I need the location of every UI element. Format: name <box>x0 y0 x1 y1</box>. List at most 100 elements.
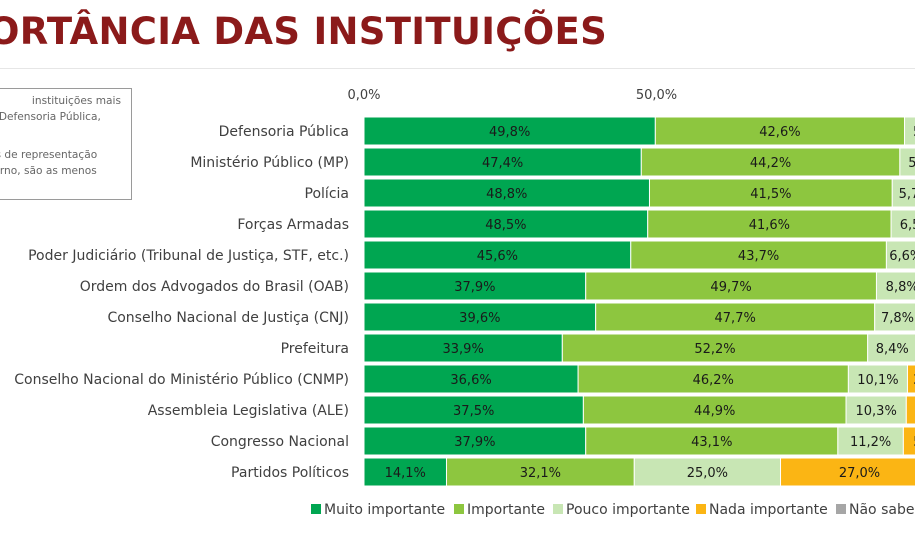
data-label: 37,5% <box>453 404 494 419</box>
bar-segment <box>874 302 915 332</box>
legend-label: Não sabe <box>849 502 914 518</box>
category-label: Congresso Nacional <box>211 434 349 450</box>
bar-segment <box>905 395 915 425</box>
bar-segment <box>445 457 635 487</box>
data-label: 25,0% <box>687 466 728 481</box>
bar-segment <box>837 426 904 456</box>
category-label: Ministério Público (MP) <box>190 155 349 171</box>
title-divider <box>0 68 915 69</box>
category-label: Poder Judiciário (Tribunal de Justiça, S… <box>28 248 349 264</box>
x-tick-label: 0,0% <box>347 88 380 103</box>
note-line-4: turno, são as menos <box>0 165 97 177</box>
data-label: 8,8% <box>886 280 915 295</box>
data-label: 10,3% <box>856 404 897 419</box>
bar-segment <box>363 426 587 456</box>
data-label: 43,1% <box>691 435 732 450</box>
bar-segment <box>363 395 584 425</box>
bar-segment <box>363 209 649 239</box>
x-tick-label: 50,0% <box>636 88 677 103</box>
legend-swatch <box>311 504 321 514</box>
data-label: 43,7% <box>738 249 779 264</box>
data-label: 49,7% <box>710 280 751 295</box>
bar-segment <box>363 178 650 208</box>
note-line-3: es de representação <box>0 149 98 161</box>
data-label: 37,9% <box>454 435 495 450</box>
data-label: 45,6% <box>477 249 518 264</box>
note-box: instituições mais a Defensoria Pública, … <box>0 88 132 200</box>
bar-segment <box>890 209 915 239</box>
data-label: 7,8% <box>881 311 914 326</box>
bar-segment <box>867 333 915 363</box>
bar-segment <box>885 240 915 270</box>
bar-segment <box>363 147 642 177</box>
data-label: 47,7% <box>715 311 756 326</box>
data-label: 6,6% <box>889 249 915 264</box>
bar-segment <box>875 271 915 301</box>
data-label: 48,8% <box>486 187 527 202</box>
bar-segment <box>891 178 915 208</box>
data-label: 48,5% <box>485 218 526 233</box>
data-label: 5,7 <box>899 187 915 202</box>
bar-segment <box>577 364 849 394</box>
data-label: 5, <box>908 156 915 171</box>
legend-label: Nada importante <box>709 502 828 518</box>
category-label: Forças Armadas <box>237 217 349 233</box>
legend-label: Muito importante <box>324 502 445 518</box>
data-label: 10,1% <box>857 373 898 388</box>
data-label: 32,1% <box>520 466 561 481</box>
data-label: 52,2% <box>694 342 735 357</box>
bar-segment <box>363 240 632 270</box>
data-label: 8,4% <box>876 342 909 357</box>
data-label: 3, <box>913 373 915 388</box>
bar-segment <box>561 333 869 363</box>
data-label: 47,4% <box>482 156 523 171</box>
data-label: 44,9% <box>694 404 735 419</box>
bar-segment <box>640 147 901 177</box>
data-label: 46,2% <box>693 373 734 388</box>
bar-segment <box>899 147 915 177</box>
data-label: 41,5% <box>750 187 791 202</box>
category-label: Assembleia Legislativa (ALE) <box>148 403 349 419</box>
data-label: 5, <box>913 125 915 140</box>
bar-segment <box>363 457 447 487</box>
data-label: 37,9% <box>454 280 495 295</box>
data-label: 49,8% <box>489 125 530 140</box>
bar-segment <box>595 302 876 332</box>
bar-segment <box>363 333 563 363</box>
legend-swatch <box>553 504 563 514</box>
data-label: 41,6% <box>749 218 790 233</box>
data-label: 42,6% <box>759 125 800 140</box>
data-label: 6,5 <box>900 218 915 233</box>
data-label: 27,0% <box>839 466 880 481</box>
data-label: 14,1% <box>385 466 426 481</box>
note-line-1: instituições mais <box>31 95 121 107</box>
bar-segment <box>906 364 915 394</box>
data-label: 36,6% <box>450 373 491 388</box>
category-label: Polícia <box>305 186 349 202</box>
data-label: 39,6% <box>459 311 500 326</box>
legend-label: Pouco importante <box>566 502 690 518</box>
bar-segment <box>585 426 839 456</box>
bar-segment <box>847 364 908 394</box>
bar-segment <box>363 271 587 301</box>
data-label: 11,2% <box>850 435 891 450</box>
category-label: Ordem dos Advogados do Brasil (OAB) <box>80 279 349 295</box>
data-label: 44,2% <box>750 156 791 171</box>
legend-swatch <box>836 504 846 514</box>
bar-segment <box>904 116 915 146</box>
legend-label: Importante <box>467 502 545 518</box>
category-label: Defensoria Pública <box>219 124 349 140</box>
category-label: Partidos Políticos <box>231 465 349 481</box>
bar-segment <box>648 178 893 208</box>
bar-segment <box>780 457 915 487</box>
data-label: 33,9% <box>443 342 484 357</box>
note-line-2: a Defensoria Pública, <box>0 111 101 123</box>
bar-segment <box>585 271 877 301</box>
bar-segment <box>647 209 892 239</box>
category-label: Conselho Nacional de Justiça (CNJ) <box>107 310 349 326</box>
legend-swatch <box>454 504 464 514</box>
bar-segment <box>630 240 887 270</box>
data-label: 5, <box>913 435 915 450</box>
bar-segment <box>582 395 847 425</box>
